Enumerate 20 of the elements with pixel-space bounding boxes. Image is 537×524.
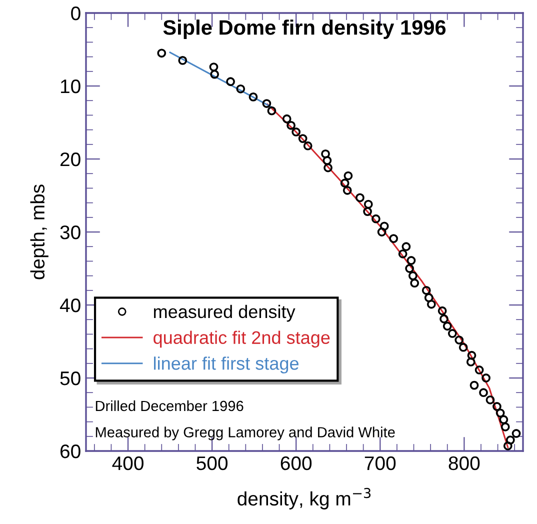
x-tick-label: 600 <box>280 456 312 470</box>
y-tick-label: 50 <box>60 371 80 386</box>
annotation: Measured by Gregg Lamorey and David White <box>96 426 395 440</box>
legend-label: quadratic fit 2nd stage <box>154 330 330 348</box>
y-tick-label: 40 <box>60 298 80 312</box>
x-tick-label: 500 <box>196 456 228 470</box>
x-tick-label: 700 <box>364 456 396 470</box>
x-axis-title: density, kg m$^{−3}$ <box>238 488 371 510</box>
y-tick-label: 0 <box>71 6 80 20</box>
y-tick-label: 30 <box>60 225 80 240</box>
y-tick-label: 60 <box>60 444 80 458</box>
y-tick-label: 10 <box>60 79 80 94</box>
x-tick-label: 400 <box>112 456 144 470</box>
legend-label: measured density <box>154 304 296 322</box>
x-tick-label: 800 <box>448 456 480 470</box>
legend-label: linear fit first stage <box>154 356 299 374</box>
y-tick-label: 20 <box>60 152 80 166</box>
y-axis-title: depth, mbs <box>30 184 48 280</box>
annotation: Drilled December 1996 <box>96 400 244 412</box>
chart-title: Siple Dome firn density 1996 <box>163 20 446 39</box>
